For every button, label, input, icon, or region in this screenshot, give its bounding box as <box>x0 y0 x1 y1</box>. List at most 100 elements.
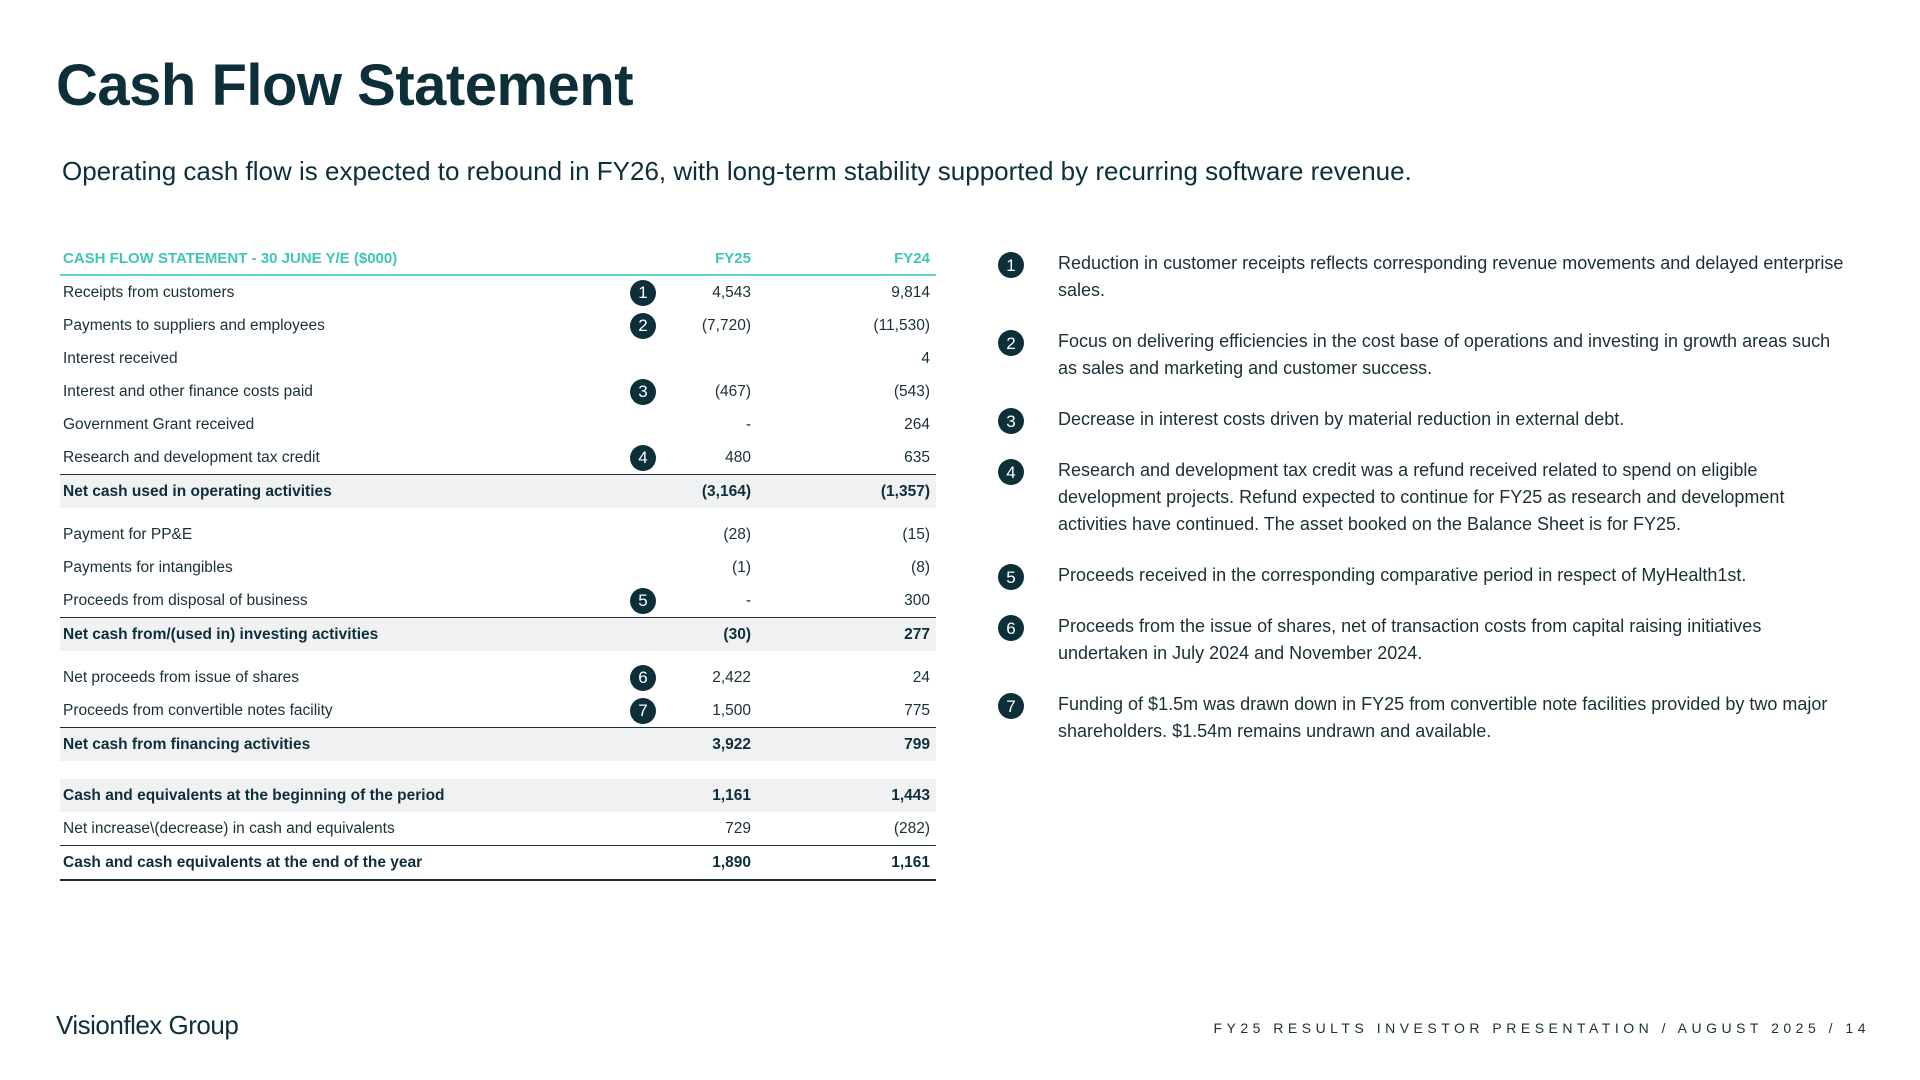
value-fy24: 264 <box>904 415 930 433</box>
note-marker-badge: 7 <box>630 698 656 724</box>
value-fy25: 4,543 <box>712 283 751 301</box>
value-fy25: 3,922 <box>712 735 751 753</box>
note-number-badge: 1 <box>998 252 1024 278</box>
note-item: 7 Funding of $1.5m was drawn down in FY25… <box>998 691 1848 745</box>
table-row: Payment for PP&E (28) (15) <box>60 518 936 551</box>
value-fy24: (11,530) <box>873 316 930 334</box>
table-row: Net proceeds from issue of shares 6 2,422 2… <box>60 661 936 694</box>
financing-section: Net proceeds from issue of shares 6 2,422 2… <box>60 661 936 727</box>
note-marker-badge: 5 <box>630 588 656 614</box>
note-text: Proceeds received in the corresponding c… <box>1058 565 1747 585</box>
investing-section: Payment for PP&E (28) (15) Payments for int… <box>60 518 936 617</box>
note-number-badge: 4 <box>998 459 1024 485</box>
value-fy25: 1,161 <box>712 786 751 804</box>
note-text: Funding of $1.5m was drawn down in FY25 … <box>1058 694 1828 741</box>
note-text: Research and development tax credit was … <box>1058 460 1785 534</box>
row-label: Receipts from customers <box>63 283 235 301</box>
note-number-badge: 3 <box>998 408 1024 434</box>
row-label: Government Grant received <box>63 415 255 433</box>
row-label: Payments for intangibles <box>63 558 233 576</box>
note-number-badge: 5 <box>998 564 1024 590</box>
company-logo: Visionflex Group <box>56 1010 239 1040</box>
row-label: Interest received <box>63 349 178 367</box>
table-row: Research and development tax credit 4 480 6… <box>60 441 936 474</box>
value-fy24: 300 <box>904 591 930 609</box>
value-fy24: (15) <box>902 525 930 543</box>
note-item: 2 Focus on delivering efficiencies in the… <box>998 328 1848 382</box>
commentary-notes: 1 Reduction in customer receipts reflects… <box>998 250 1848 769</box>
row-label: Proceeds from disposal of business <box>63 591 308 609</box>
cash-flow-table: CASH FLOW STATEMENT - 30 JUNE Y/E ($000)… <box>60 242 936 881</box>
note-marker-badge: 2 <box>630 313 656 339</box>
value-fy24: (543) <box>893 382 930 400</box>
table-row: Government Grant received - 264 <box>60 408 936 441</box>
opening-cash-row: Cash and equivalents at the beginning of… <box>60 779 936 812</box>
column-header-fy25: FY25 <box>715 249 751 267</box>
value-fy24: (1,357) <box>880 482 930 500</box>
note-number-badge: 6 <box>998 615 1024 641</box>
row-label: Net proceeds from issue of shares <box>63 668 300 686</box>
value-fy25: (3,164) <box>701 482 751 500</box>
row-label: Proceeds from convertible notes facility <box>63 701 333 719</box>
table-header: CASH FLOW STATEMENT - 30 JUNE Y/E ($000)… <box>60 242 936 276</box>
table-row: Interest received 4 <box>60 342 936 375</box>
value-fy24: 4 <box>921 349 930 367</box>
value-fy25: 1,500 <box>712 701 751 719</box>
row-label: Net increase\(decrease) in cash and equi… <box>63 819 395 837</box>
note-item: 4 Research and development tax credit was… <box>998 457 1848 538</box>
page-subtitle: Operating cash flow is expected to rebou… <box>62 156 1412 186</box>
value-fy24: 277 <box>904 625 930 643</box>
value-fy25: (30) <box>723 625 751 643</box>
row-label: Payments to suppliers and employees <box>63 316 325 334</box>
net-change-row: Net increase\(decrease) in cash and equi… <box>60 812 936 845</box>
value-fy24: (8) <box>911 558 930 576</box>
value-fy25: (467) <box>714 382 751 400</box>
value-fy25: 480 <box>725 448 751 466</box>
value-fy24: 1,161 <box>891 853 930 871</box>
note-number-badge: 2 <box>998 330 1024 356</box>
value-fy24: 9,814 <box>891 283 930 301</box>
table-row: Receipts from customers 1 4,543 9,814 <box>60 276 936 309</box>
value-fy24: 1,443 <box>891 786 930 804</box>
row-label: Payment for PP&E <box>63 525 193 543</box>
note-text: Reduction in customer receipts reflects … <box>1058 253 1844 300</box>
note-marker-badge: 6 <box>630 665 656 691</box>
note-marker-badge: 1 <box>630 280 656 306</box>
value-fy25: - <box>745 591 751 609</box>
note-text: Focus on delivering efficiencies in the … <box>1058 331 1831 378</box>
financing-total-row: Net cash from financing activities 3,922… <box>60 727 936 761</box>
table-row: Proceeds from disposal of business 5 - 300 <box>60 584 936 617</box>
value-fy25: - <box>745 415 751 433</box>
row-label: Cash and cash equivalents at the end of … <box>63 853 423 871</box>
value-fy25: (28) <box>723 525 751 543</box>
table-header-label: CASH FLOW STATEMENT - 30 JUNE Y/E ($000) <box>63 249 398 267</box>
value-fy24: 24 <box>912 668 930 686</box>
page-title: Cash Flow Statement <box>56 53 634 118</box>
column-header-fy24: FY24 <box>894 249 930 267</box>
note-item: 1 Reduction in customer receipts reflects… <box>998 250 1848 304</box>
row-label: Research and development tax credit <box>63 448 320 466</box>
row-label: Net cash from/(used in) investing activi… <box>63 625 379 643</box>
note-text: Proceeds from the issue of shares, net o… <box>1058 616 1762 663</box>
note-marker-badge: 4 <box>630 445 656 471</box>
table-row: Payments for intangibles (1) (8) <box>60 551 936 584</box>
value-fy25: 2,422 <box>712 668 751 686</box>
value-fy24: 635 <box>904 448 930 466</box>
table-row: Interest and other finance costs paid 3 (4… <box>60 375 936 408</box>
value-fy24: 799 <box>904 735 930 753</box>
value-fy25: (7,720) <box>701 316 751 334</box>
note-item: 3 Decrease in interest costs driven by ma… <box>998 406 1848 434</box>
row-label: Net cash used in operating activities <box>63 482 332 500</box>
row-label: Interest and other finance costs paid <box>63 382 313 400</box>
row-label: Cash and equivalents at the beginning of… <box>63 786 445 804</box>
note-number-badge: 7 <box>998 693 1024 719</box>
value-fy25: 729 <box>725 819 751 837</box>
value-fy25: 1,890 <box>712 853 751 871</box>
operating-section: Receipts from customers 1 4,543 9,814 Paymen… <box>60 276 936 474</box>
table-row: Payments to suppliers and employees 2 (7,7… <box>60 309 936 342</box>
note-marker-badge: 3 <box>630 379 656 405</box>
row-label: Net cash from financing activities <box>63 735 311 753</box>
investing-total-row: Net cash from/(used in) investing activi… <box>60 617 936 651</box>
operating-total-row: Net cash used in operating activities (3… <box>60 474 936 508</box>
footer-text: FY25 RESULTS INVESTOR PRESENTATION / AUG… <box>1213 1020 1870 1036</box>
